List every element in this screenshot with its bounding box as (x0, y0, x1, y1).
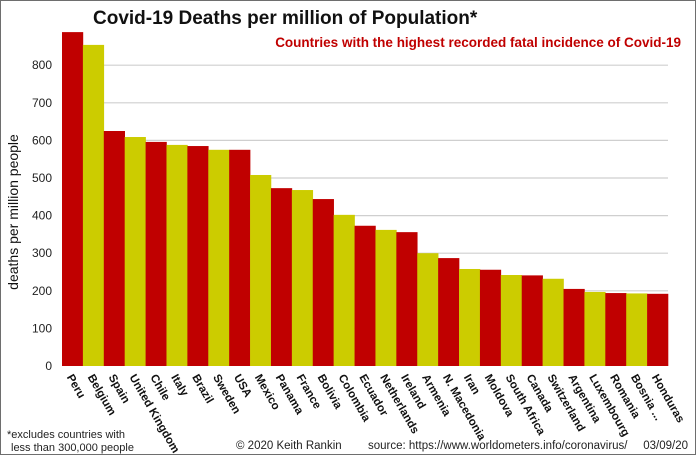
footnote-line2: less than 300,000 people (11, 442, 134, 454)
bar-bosnia (626, 293, 648, 366)
y-tick-label: 0 (45, 359, 52, 373)
y-tick-label: 400 (32, 209, 52, 223)
bar-italy (166, 144, 188, 366)
bar-colombia (333, 214, 355, 366)
y-tick-label: 800 (32, 58, 52, 72)
bar-mexico (250, 174, 272, 366)
bar-panama (270, 188, 293, 366)
y-tick-label: 600 (32, 133, 52, 147)
bar-peru (62, 32, 84, 366)
bar-sweden (208, 149, 230, 366)
y-axis-label: deaths per million people (5, 134, 21, 290)
y-tick-label: 700 (32, 96, 52, 110)
bar-spain (103, 131, 125, 366)
bar-n-macedonia (438, 258, 460, 366)
chart-title: Covid-19 Deaths per million of Populatio… (93, 8, 478, 29)
bar-armenia (417, 253, 439, 366)
bar-netherlands (375, 229, 397, 366)
source-text: source: https://www.worldometers.info/co… (368, 440, 628, 452)
bar-argentina (563, 288, 585, 366)
bar-iran (459, 268, 481, 366)
x-tick-label: Iran (461, 373, 482, 397)
date-text: 03/09/20 (643, 440, 688, 452)
bar-south-africa (500, 275, 523, 366)
y-tick-label: 500 (32, 171, 52, 185)
bar-belgium (82, 44, 105, 367)
bar-brazil (187, 146, 209, 366)
bar-united-kingdom (124, 137, 146, 366)
bar-honduras (647, 293, 669, 366)
bar-usa (229, 149, 251, 366)
y-axis-ticks: 0 100 200 300 400 500 600 700 800 (32, 58, 52, 373)
y-tick-label: 300 (32, 246, 52, 260)
bar-romania (605, 293, 627, 366)
bar-moldova (479, 269, 502, 366)
copyright: © 2020 Keith Rankin (236, 440, 342, 452)
footnote-line1: *excludes countries with (7, 429, 125, 441)
bar-luxembourg (584, 291, 606, 366)
chart-subtitle: Countries with the highest recorded fata… (275, 35, 681, 50)
y-tick-label: 200 (32, 284, 52, 298)
bar-switzerland (542, 278, 564, 366)
bar-bolivia (312, 199, 334, 366)
y-tick-label: 100 (32, 321, 52, 335)
bar-france (291, 190, 314, 366)
bar-chile (145, 141, 167, 366)
bars (62, 32, 669, 367)
bar-ecuador (354, 225, 376, 366)
x-tick-label: Peru (64, 373, 87, 401)
bar-canada (521, 275, 543, 366)
bar-ireland (396, 232, 418, 366)
